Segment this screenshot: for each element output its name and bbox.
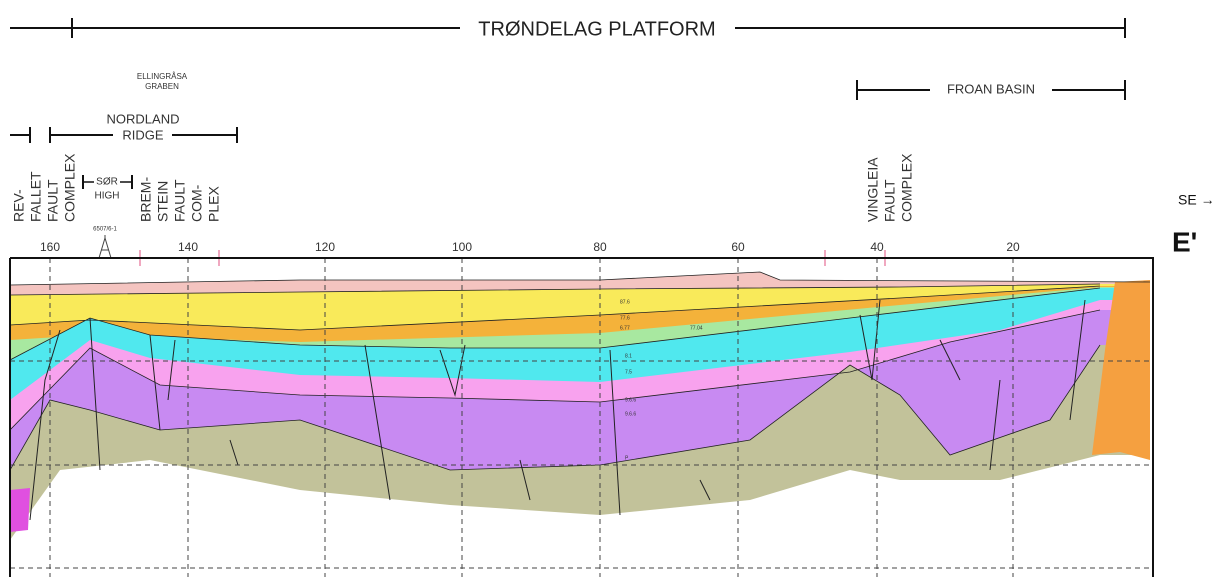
- label-line: FAULT: [172, 179, 188, 222]
- horizon-label: 77.04: [690, 325, 703, 331]
- horizon-label: 9.6.6: [625, 411, 636, 417]
- vingleia-label: VINGLEIA FAULT COMPLEX: [865, 153, 915, 222]
- label-line: FAULT: [45, 179, 61, 222]
- horizon-label: 77.6: [620, 315, 630, 321]
- well-label: 6507/6-1: [93, 227, 117, 233]
- well-symbol: [98, 235, 112, 259]
- distance-label: 20: [1006, 240, 1020, 254]
- label-line: FAULT: [882, 179, 898, 222]
- sor-high-label: HIGH: [95, 191, 120, 202]
- section-end-label: E': [1172, 226, 1197, 257]
- distance-label: 40: [870, 240, 884, 254]
- horizon-label: 6.77: [620, 325, 630, 331]
- horizon-label: P: [625, 455, 629, 461]
- direction-label: SE →: [1178, 192, 1214, 208]
- label-line: PLEX: [206, 186, 222, 222]
- section-body: 87.6 77.6 6.77 77.04 8.1 7.5 9.6.6 9.6.6 P: [10, 258, 1153, 577]
- nordland-label: RIDGE: [122, 127, 164, 142]
- distance-label: 80: [593, 240, 607, 254]
- distance-ticks: 160 140 120 100 80 60 40 20: [40, 240, 1020, 254]
- distance-label: 160: [40, 240, 60, 254]
- label-line: COMPLEX: [899, 153, 915, 222]
- layer: [10, 488, 30, 532]
- label-line: VINGLEIA: [865, 157, 881, 222]
- platform-title: TRØNDELAG PLATFORM: [478, 18, 715, 40]
- label-line: COM-: [189, 184, 205, 222]
- distance-label: 140: [178, 240, 198, 254]
- faults: [29, 299, 1086, 521]
- label-line: STEIN: [155, 181, 171, 222]
- horizon-labels: 87.6 77.6 6.77 77.04 8.1 7.5 9.6.6 9.6.6 P: [620, 299, 703, 461]
- horizon-label: 8.1: [625, 353, 632, 359]
- graben-label: GRABEN: [145, 82, 179, 91]
- distance-label: 120: [315, 240, 335, 254]
- label-line: BREM-: [138, 177, 154, 222]
- label-line: COMPLEX: [62, 153, 78, 222]
- sor-high-label: SØR: [96, 177, 118, 188]
- horizon-label: 7.5: [625, 369, 632, 375]
- rev-fallet-label: REV- FALLET FAULT COMPLEX: [11, 153, 78, 222]
- graben-label: ELLINGRÅSA: [137, 72, 188, 81]
- bremstein-label: BREM- STEIN FAULT COM- PLEX: [138, 177, 222, 222]
- layer: [1092, 280, 1150, 460]
- label-bg: [94, 176, 120, 188]
- layer-bottom: [10, 455, 1153, 577]
- horizon-label: 87.6: [620, 299, 630, 305]
- distance-label: 60: [731, 240, 745, 254]
- label-line: FALLET: [28, 171, 44, 222]
- distance-label: 100: [452, 240, 472, 254]
- froan-label: FROAN BASIN: [947, 81, 1035, 96]
- label-line: REV-: [11, 189, 27, 222]
- horizon-label: 9.6.6: [625, 397, 636, 403]
- frame: [9, 257, 1154, 577]
- nordland-label: NORDLAND: [107, 111, 180, 126]
